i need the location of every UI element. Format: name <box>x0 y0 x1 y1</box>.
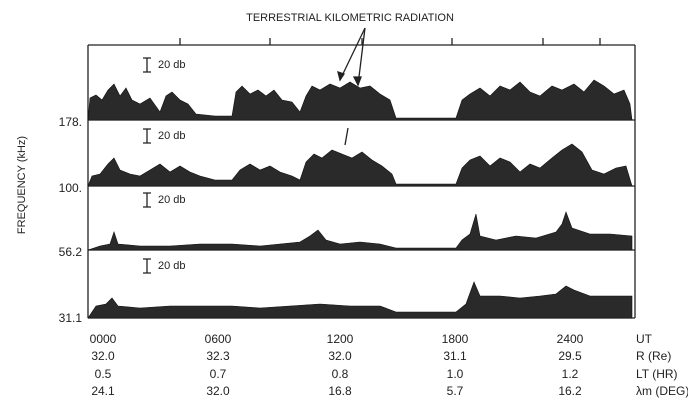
frequency-label: 56.2 <box>59 245 83 259</box>
scale-label: 20 db <box>158 130 186 142</box>
parameter-rows: 0000 0600 1200 1800 2400 UT 32.0 32.3 32.0 31.1 29… <box>90 332 688 398</box>
row-value: 32.0 <box>91 349 115 363</box>
row-value: 0.5 <box>95 367 112 381</box>
row-label: R (Re) <box>636 349 671 363</box>
arrows <box>337 27 366 146</box>
frequency-label: 178. <box>59 115 82 129</box>
row-value: 1200 <box>327 332 354 346</box>
row-value: 31.1 <box>443 349 467 363</box>
row-value: 32.0 <box>328 349 352 363</box>
scale-bar <box>143 128 151 144</box>
scale-label: 20 db <box>158 194 186 206</box>
panels: 178. 20 db 100. 20 db 56.2 20 db 31.1 20 db <box>59 57 186 325</box>
row-value: 1.0 <box>447 367 464 381</box>
row-value: 0600 <box>205 332 232 346</box>
scale-bar <box>143 192 151 208</box>
row-label: LT (HR) <box>636 367 678 381</box>
frequency-label: 31.1 <box>59 311 83 325</box>
frequency-label: 100. <box>59 181 82 195</box>
scale-label: 20 db <box>158 260 186 272</box>
row-value: 16.8 <box>328 384 352 398</box>
scale-label: 20 db <box>158 59 186 71</box>
row-value: 32.0 <box>206 384 230 398</box>
row-value: 0000 <box>90 332 117 346</box>
row-value: 29.5 <box>558 349 582 363</box>
row-value: 5.7 <box>447 384 464 398</box>
row-value: 32.3 <box>206 349 230 363</box>
row-value: 24.1 <box>91 384 115 398</box>
y-axis-label: FREQUENCY (kHz) <box>16 136 28 234</box>
row-value: 1.2 <box>562 367 579 381</box>
scale-bar <box>143 258 151 274</box>
traces <box>87 79 633 319</box>
figure-title: TERRESTRIAL KILOMETRIC RADIATION <box>246 12 454 24</box>
row-value: 2400 <box>557 332 584 346</box>
row-value: 16.2 <box>558 384 582 398</box>
row-value: 0.8 <box>332 367 349 381</box>
row-label: λm (DEG) <box>636 384 688 398</box>
row-label: UT <box>636 332 653 346</box>
scale-bar <box>143 57 151 73</box>
row-value: 0.7 <box>210 367 227 381</box>
row-value: 1800 <box>442 332 469 346</box>
